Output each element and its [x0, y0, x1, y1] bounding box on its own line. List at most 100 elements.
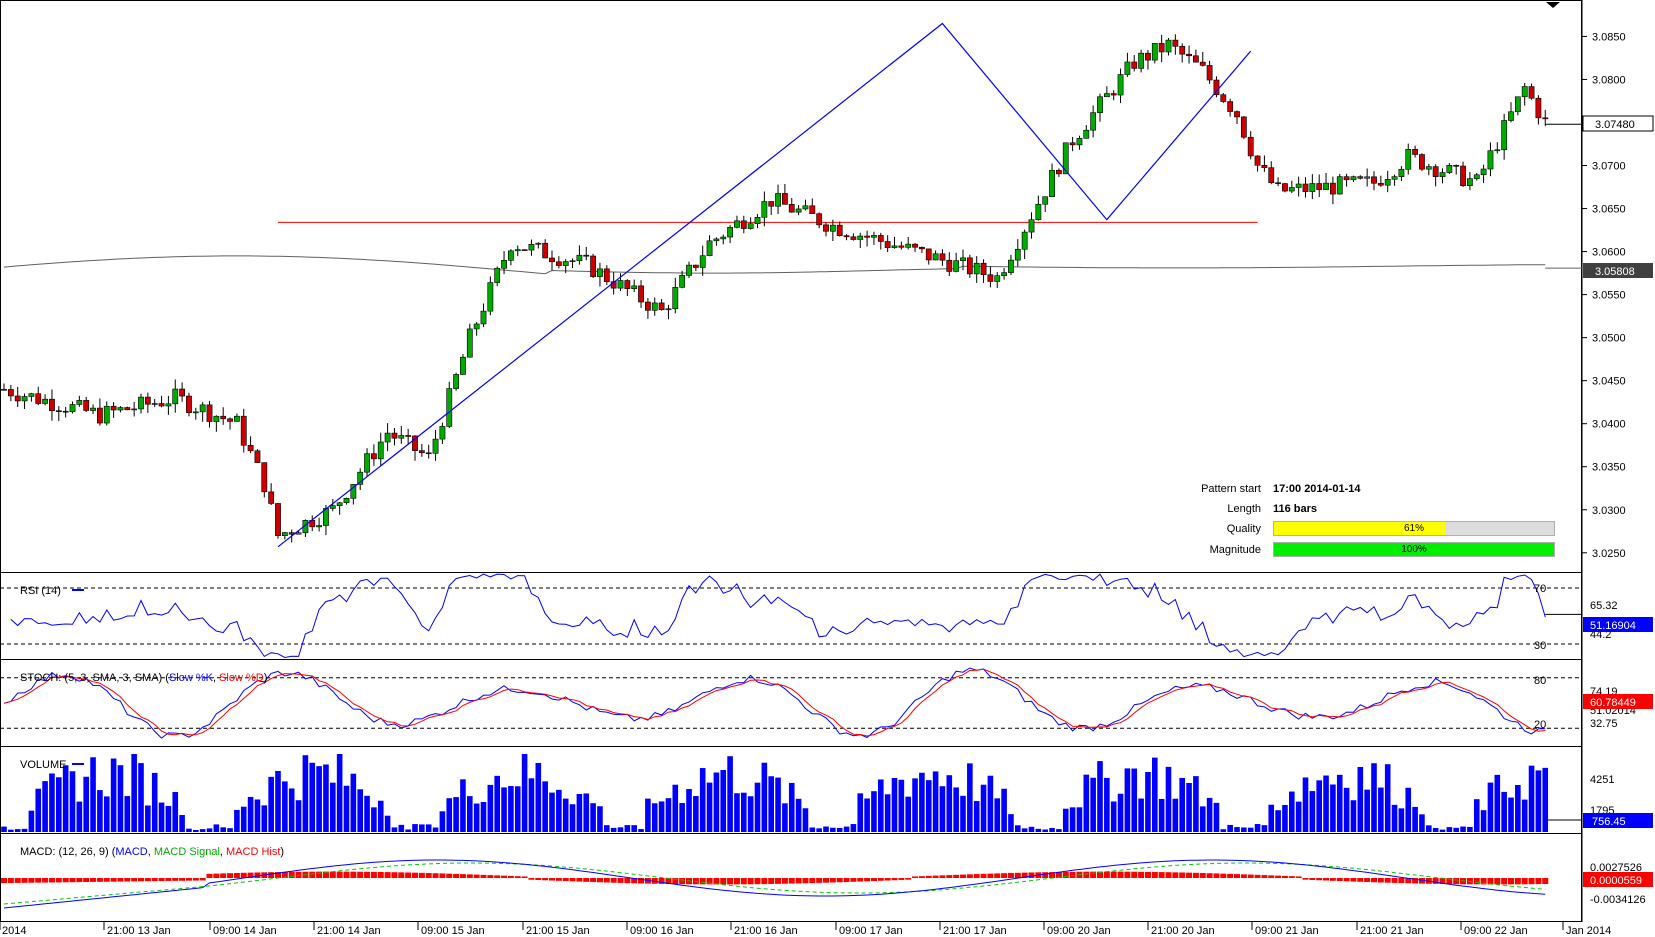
- volume-bar: [227, 828, 233, 832]
- volume-bar: [1528, 765, 1535, 832]
- volume-bar: [1042, 829, 1048, 832]
- candle-body: [583, 254, 590, 257]
- pattern-magnitude-label: Magnitude: [1209, 544, 1261, 556]
- macd-hist-bar: [1227, 873, 1234, 878]
- macd-hist-bar: [172, 878, 179, 881]
- volume-bar: [1521, 799, 1528, 832]
- macd-hist-bar: [199, 878, 206, 881]
- macd-hist-bar: [288, 871, 295, 878]
- volume-bar: [727, 756, 733, 832]
- macd-hist-bar: [679, 878, 686, 885]
- volume-bar: [549, 792, 555, 832]
- macd-hist-bar: [1172, 872, 1179, 878]
- volume-bar: [706, 782, 713, 832]
- candle-body: [946, 259, 953, 272]
- candle-body: [1275, 182, 1281, 185]
- volume-bar: [1357, 767, 1364, 832]
- candle-body: [960, 257, 966, 261]
- candle-body: [124, 407, 131, 411]
- candle-body: [1035, 203, 1042, 221]
- candle-body: [829, 224, 836, 232]
- candle-body: [1432, 166, 1439, 177]
- candle-body: [473, 323, 480, 330]
- macd-hist-bar: [1186, 872, 1193, 878]
- volume-bar: [754, 782, 761, 832]
- price-current-box: [1582, 115, 1654, 132]
- candle-body: [151, 403, 158, 405]
- candle-body: [357, 471, 364, 485]
- macd-hist-bar: [624, 878, 631, 884]
- macd-hist-bar: [1206, 873, 1213, 878]
- macd-hist-bar: [562, 878, 569, 882]
- candle-body: [802, 205, 809, 210]
- candle-body: [295, 532, 302, 535]
- volume-bar: [1398, 808, 1405, 832]
- volume-bar: [453, 797, 459, 832]
- volume-bar: [131, 754, 137, 832]
- volume-bar: [1234, 827, 1240, 832]
- volume-bar: [179, 815, 185, 832]
- candle-body: [275, 503, 281, 536]
- price-tick-label-0: 3.0850: [1592, 31, 1626, 43]
- volume-bar: [562, 798, 569, 832]
- stoch-level-20: 20: [1534, 719, 1546, 731]
- volume-bar: [158, 802, 165, 832]
- macd-hist-bar: [179, 878, 186, 881]
- volume-bar: [1295, 801, 1302, 832]
- candle-body: [788, 204, 795, 213]
- volume-bar: [186, 828, 192, 832]
- candle-body: [1090, 112, 1097, 131]
- volume-bar: [1494, 774, 1501, 832]
- volume-bar: [569, 804, 576, 832]
- volume-bar: [795, 798, 802, 832]
- candle-body: [466, 328, 473, 358]
- volume-bar: [912, 778, 918, 832]
- candle-body: [439, 426, 446, 440]
- candle-body: [850, 236, 857, 240]
- volume-bar: [103, 796, 110, 832]
- candle-body: [521, 249, 528, 251]
- candle-body: [343, 497, 350, 504]
- macd-hist-bar: [617, 878, 624, 883]
- volume-bar: [480, 802, 487, 832]
- candle-body: [1480, 168, 1487, 176]
- volume-bar: [987, 775, 994, 832]
- pattern-zigzag-line: [277, 22, 1252, 548]
- macd-hist-bar: [473, 874, 480, 878]
- macd-hist-bar: [117, 878, 124, 882]
- volume-bar: [487, 784, 494, 832]
- volume-bar: [542, 781, 548, 832]
- macd-hist-bar: [535, 878, 542, 881]
- macd-hist-bar: [809, 878, 816, 884]
- volume-bar: [720, 769, 727, 832]
- macd-hist-bar: [405, 872, 412, 878]
- candle-body: [234, 415, 240, 422]
- price-tick-label-5: 3.0600: [1592, 247, 1626, 259]
- macd-hist-bar: [480, 874, 487, 878]
- volume-bar: [1069, 807, 1076, 832]
- macd-hist-bar: [343, 871, 350, 878]
- price-tick-label-7: 3.0500: [1592, 333, 1626, 345]
- macd-hist-bar: [55, 878, 62, 883]
- candle-body: [1425, 166, 1432, 170]
- macd-hist-bar: [912, 876, 919, 878]
- volume-plot: [1, 754, 1582, 832]
- macd-hist-bar: [1042, 872, 1049, 878]
- time-tick-label-4: 09:00 15 Jan: [421, 925, 485, 937]
- volume-bar: [788, 782, 795, 832]
- volume-bar: [343, 785, 350, 832]
- volume-bar: [1199, 806, 1206, 832]
- volume-axis-label-1: 4251: [1590, 774, 1614, 786]
- macd-hist-bar: [425, 873, 432, 878]
- time-tick-label-9: 21:00 17 Jan: [943, 925, 1007, 937]
- volume-bar: [994, 798, 1001, 832]
- macd-hist-bar: [816, 878, 823, 883]
- scroll-marker-icon[interactable]: [1546, 2, 1560, 8]
- price-tick-label-6: 3.0550: [1592, 290, 1626, 302]
- candle-body: [1412, 149, 1418, 155]
- time-tick-label-5: 21:00 15 Jan: [526, 925, 590, 937]
- macd-hist-bar: [1275, 875, 1282, 878]
- volume-bar: [960, 795, 966, 832]
- volume-bar: [446, 798, 453, 832]
- candle-body: [1330, 182, 1336, 195]
